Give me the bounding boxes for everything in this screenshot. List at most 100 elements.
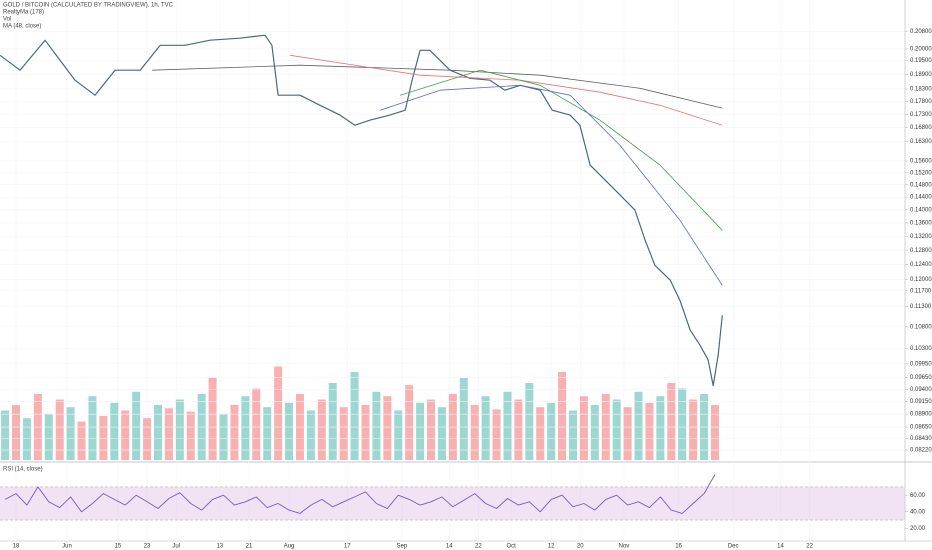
y-tick-label: 0.20800 bbox=[910, 29, 932, 35]
volume-bar bbox=[263, 407, 272, 460]
y-tick-label: 0.18900 bbox=[910, 72, 932, 78]
x-tick-label: 12 bbox=[548, 544, 555, 550]
volume-bar bbox=[689, 399, 698, 460]
y-tick-label: 0.11300 bbox=[910, 304, 932, 310]
volume-bar bbox=[710, 405, 719, 460]
volume-bar bbox=[416, 402, 425, 460]
volume-bar bbox=[590, 405, 599, 460]
volume-bar bbox=[536, 407, 545, 460]
x-tick-label: Dec bbox=[728, 544, 739, 550]
y-tick-label: 60.00 bbox=[910, 493, 926, 499]
volume-bar bbox=[132, 391, 141, 460]
volume-bar bbox=[634, 391, 643, 460]
x-tick-label: 17 bbox=[344, 544, 351, 550]
y-tick-label: 0.15600 bbox=[910, 159, 932, 165]
x-tick-label: Aug bbox=[284, 544, 295, 550]
volume-bar bbox=[350, 372, 359, 460]
series-line bbox=[4, 474, 716, 514]
x-tick-label: 22 bbox=[475, 544, 482, 550]
volume-bar bbox=[492, 409, 501, 460]
volume-bar bbox=[186, 411, 195, 460]
volume-bar bbox=[274, 366, 283, 460]
volume-bar bbox=[525, 383, 534, 460]
volume-bar bbox=[175, 399, 184, 460]
volume-bar bbox=[77, 421, 86, 460]
volume-bar bbox=[383, 396, 392, 460]
volume-bar bbox=[503, 391, 512, 460]
y-tick-label: 0.09950 bbox=[910, 361, 932, 367]
volume-bar bbox=[110, 402, 119, 460]
x-tick-label: 21 bbox=[246, 544, 253, 550]
volume-bar bbox=[558, 372, 567, 460]
volume-bar bbox=[547, 402, 556, 460]
y-tick-label: 0.13600 bbox=[910, 220, 932, 226]
series-line bbox=[290, 54, 723, 126]
x-tick-label: Sep bbox=[397, 544, 408, 550]
volume-bar bbox=[164, 408, 173, 460]
volume-bar bbox=[121, 410, 130, 460]
volume-bar bbox=[437, 407, 446, 460]
indicator-legend: Vol bbox=[3, 17, 11, 23]
x-tick-label: Jul bbox=[172, 544, 180, 550]
volume-bar bbox=[568, 410, 577, 460]
volume-bar bbox=[219, 413, 228, 460]
y-tick-label: 0.14800 bbox=[910, 182, 932, 188]
volume-bar bbox=[339, 407, 348, 460]
x-tick-label: Oct bbox=[506, 544, 516, 550]
volume-bar bbox=[12, 405, 21, 460]
volume-bar bbox=[1, 410, 10, 460]
volume-bar bbox=[678, 388, 687, 460]
volume-bar bbox=[459, 377, 468, 460]
y-tick-label: 0.12800 bbox=[910, 248, 932, 254]
volume-bar bbox=[230, 405, 239, 460]
volume-bar bbox=[656, 396, 665, 460]
volume-bar bbox=[208, 377, 217, 460]
volume-bar bbox=[612, 399, 621, 460]
y-tick-label: 0.16300 bbox=[910, 139, 932, 145]
y-tick-label: 0.08900 bbox=[910, 412, 932, 418]
volume-bar bbox=[667, 383, 676, 460]
volume-bar bbox=[394, 410, 403, 460]
y-tick-label: 0.12400 bbox=[910, 262, 932, 268]
x-tick-label: 14 bbox=[446, 544, 453, 550]
volume-bar bbox=[579, 396, 588, 460]
volume-bar bbox=[55, 399, 64, 460]
volume-bar bbox=[317, 399, 326, 460]
y-tick-label: 40.00 bbox=[910, 509, 926, 515]
series-line bbox=[0, 34, 723, 387]
volume-bar bbox=[481, 396, 490, 460]
y-tick-label: 0.15200 bbox=[910, 170, 932, 176]
y-tick-label: 0.14400 bbox=[910, 195, 932, 201]
y-tick-label: 20.00 bbox=[910, 526, 926, 532]
volume-bar bbox=[99, 416, 108, 460]
y-tick-label: 0.09650 bbox=[910, 375, 932, 381]
x-tick-label: 18 bbox=[13, 544, 20, 550]
volume-bar bbox=[328, 383, 337, 460]
volume-bar bbox=[361, 405, 370, 460]
volume-bar bbox=[88, 396, 97, 460]
volume-bar bbox=[66, 407, 75, 460]
y-tick-label: 0.08430 bbox=[910, 436, 932, 442]
volume-bar bbox=[470, 405, 479, 460]
volume-bar bbox=[241, 396, 250, 460]
series-line bbox=[399, 69, 723, 231]
volume-bar bbox=[44, 413, 53, 460]
chart-title: GOLD / BITCOIN (CALCULATED BY TRADINGVIE… bbox=[3, 3, 174, 9]
x-tick-label: 15 bbox=[115, 544, 122, 550]
y-tick-label: 0.09400 bbox=[910, 387, 932, 393]
x-tick-label: Nov bbox=[619, 544, 630, 550]
y-tick-label: 0.10300 bbox=[910, 346, 932, 352]
y-tick-label: 0.20000 bbox=[910, 47, 932, 53]
volume-bar bbox=[645, 402, 654, 460]
volume-bar bbox=[143, 418, 152, 460]
volume-bar bbox=[22, 418, 31, 460]
rsi-band bbox=[0, 486, 905, 521]
volume-bar bbox=[405, 385, 414, 460]
indicator-legend: RealtyMa (178) bbox=[3, 10, 44, 16]
y-tick-label: 0.10800 bbox=[910, 324, 932, 330]
y-tick-label: 0.13200 bbox=[910, 234, 932, 240]
y-tick-label: 0.14000 bbox=[910, 207, 932, 213]
y-tick-label: 0.19500 bbox=[910, 58, 932, 64]
